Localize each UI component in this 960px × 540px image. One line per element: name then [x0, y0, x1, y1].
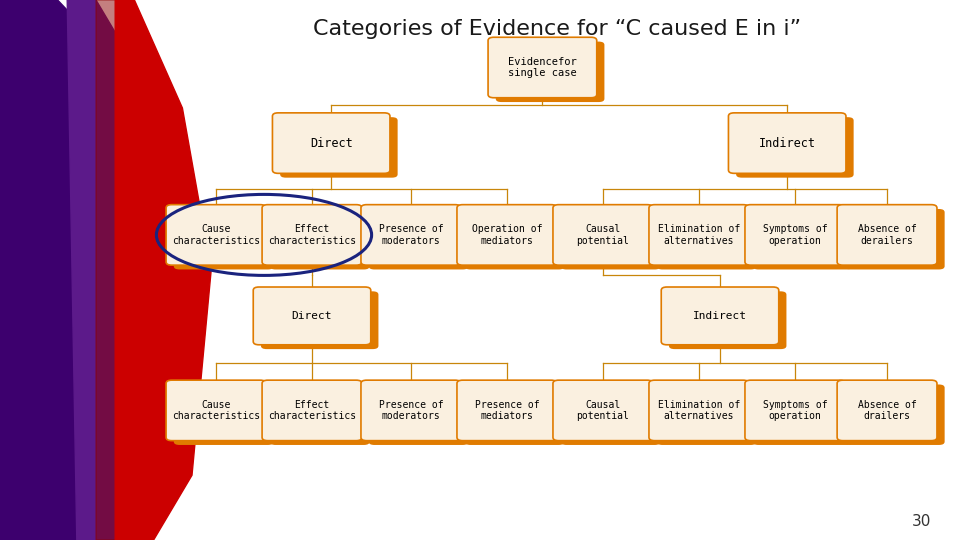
FancyBboxPatch shape	[649, 205, 749, 265]
FancyBboxPatch shape	[753, 384, 852, 445]
Text: Absence of
derailers: Absence of derailers	[857, 224, 917, 246]
Polygon shape	[96, 0, 192, 540]
FancyBboxPatch shape	[465, 209, 564, 269]
Text: Elimination of
alternatives: Elimination of alternatives	[658, 400, 740, 421]
Polygon shape	[0, 0, 173, 540]
FancyBboxPatch shape	[669, 292, 786, 349]
FancyBboxPatch shape	[661, 287, 779, 345]
FancyBboxPatch shape	[174, 384, 274, 445]
Text: Presence of
moderators: Presence of moderators	[378, 224, 444, 246]
FancyBboxPatch shape	[273, 113, 390, 173]
FancyBboxPatch shape	[174, 209, 274, 269]
FancyBboxPatch shape	[166, 380, 266, 441]
Text: Cause
characteristics: Cause characteristics	[172, 224, 260, 246]
Text: Presence of
moderators: Presence of moderators	[378, 400, 444, 421]
FancyBboxPatch shape	[561, 384, 660, 445]
Text: 30: 30	[912, 514, 931, 529]
FancyBboxPatch shape	[845, 384, 945, 445]
FancyBboxPatch shape	[729, 113, 846, 173]
FancyBboxPatch shape	[262, 380, 362, 441]
FancyBboxPatch shape	[166, 205, 266, 265]
FancyBboxPatch shape	[369, 209, 468, 269]
FancyBboxPatch shape	[457, 205, 557, 265]
FancyBboxPatch shape	[361, 205, 461, 265]
FancyBboxPatch shape	[262, 205, 362, 265]
Text: Presence of
mediators: Presence of mediators	[474, 400, 540, 421]
FancyBboxPatch shape	[361, 380, 461, 441]
FancyBboxPatch shape	[753, 209, 852, 269]
FancyBboxPatch shape	[457, 380, 557, 441]
Text: Elimination of
alternatives: Elimination of alternatives	[658, 224, 740, 246]
Text: Causal
potential: Causal potential	[576, 400, 630, 421]
Text: Direct: Direct	[310, 137, 352, 150]
Text: Symptoms of
operation: Symptoms of operation	[762, 400, 828, 421]
FancyBboxPatch shape	[270, 209, 370, 269]
FancyBboxPatch shape	[465, 384, 564, 445]
FancyBboxPatch shape	[488, 37, 597, 98]
Text: Operation of
mediators: Operation of mediators	[471, 224, 542, 246]
Polygon shape	[67, 0, 182, 540]
Text: Categories of Evidence for “C caused E in i”: Categories of Evidence for “C caused E i…	[313, 19, 801, 39]
FancyBboxPatch shape	[657, 384, 756, 445]
FancyBboxPatch shape	[369, 384, 468, 445]
FancyBboxPatch shape	[745, 205, 845, 265]
Text: Effect
characteristics: Effect characteristics	[268, 224, 356, 246]
Text: Direct: Direct	[292, 311, 332, 321]
FancyBboxPatch shape	[837, 205, 937, 265]
FancyBboxPatch shape	[745, 380, 845, 441]
Text: Effect
characteristics: Effect characteristics	[268, 400, 356, 421]
FancyBboxPatch shape	[495, 42, 605, 102]
FancyBboxPatch shape	[657, 209, 756, 269]
FancyBboxPatch shape	[845, 209, 945, 269]
FancyBboxPatch shape	[649, 380, 749, 441]
FancyBboxPatch shape	[553, 205, 653, 265]
FancyBboxPatch shape	[837, 380, 937, 441]
Text: Symptoms of
operation: Symptoms of operation	[762, 224, 828, 246]
FancyBboxPatch shape	[261, 292, 378, 349]
Text: Indirect: Indirect	[758, 137, 816, 150]
Text: Indirect: Indirect	[693, 311, 747, 321]
Text: Absence of
drailers: Absence of drailers	[857, 400, 917, 421]
FancyBboxPatch shape	[253, 287, 371, 345]
Polygon shape	[115, 0, 211, 540]
FancyBboxPatch shape	[736, 117, 853, 178]
FancyBboxPatch shape	[270, 384, 370, 445]
FancyBboxPatch shape	[561, 209, 660, 269]
FancyBboxPatch shape	[553, 380, 653, 441]
Text: Evidencefor
single case: Evidencefor single case	[508, 57, 577, 78]
Text: Causal
potential: Causal potential	[576, 224, 630, 246]
FancyBboxPatch shape	[280, 117, 397, 178]
Text: Cause
characteristics: Cause characteristics	[172, 400, 260, 421]
